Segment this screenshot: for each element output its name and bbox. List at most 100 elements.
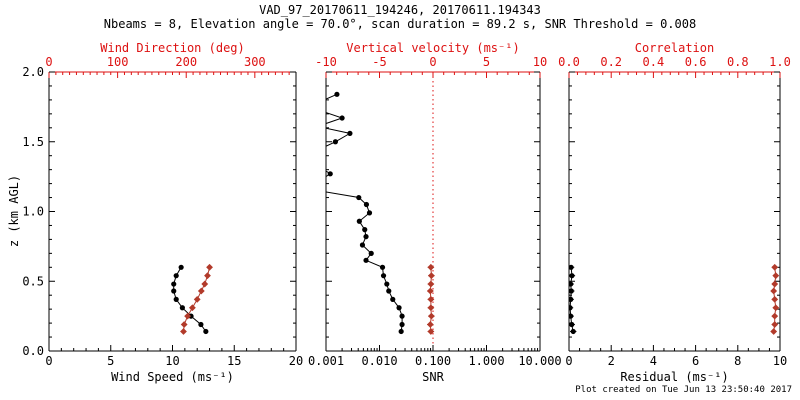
bottom-tick-label: 4	[650, 354, 657, 368]
snr-profile-point	[379, 264, 386, 270]
wind-speed-axis-title: Wind Speed (ms⁻¹)	[111, 370, 234, 384]
correlation-point	[771, 321, 779, 328]
snr-profile-point	[359, 242, 366, 248]
snr-profile-point	[339, 115, 345, 121]
vertical-velocity-point	[426, 321, 434, 328]
snr-profile-point	[380, 273, 387, 279]
series-residual	[568, 264, 577, 335]
bottom-tick-label: 0.010	[361, 354, 397, 368]
snr-profile-point	[347, 130, 353, 136]
series-vertical-velocity	[426, 263, 435, 335]
wind-speed-point	[173, 296, 179, 302]
snr-profile-point	[315, 124, 320, 129]
y-tick-label: 2.0	[22, 65, 44, 79]
top-tick-label: 200	[175, 55, 197, 69]
snr-profile-point	[363, 201, 370, 208]
bottom-tick-label: 20	[289, 354, 303, 368]
residual-point	[568, 264, 574, 270]
snr-profile-point	[312, 156, 317, 161]
bottom-tick-label: 0	[565, 354, 572, 368]
snr-profile-point	[386, 288, 392, 294]
snr-profile-point	[363, 257, 369, 263]
residual-axis-title: Residual (ms⁻¹)	[620, 370, 729, 384]
top-tick-label: 0.0	[558, 55, 580, 69]
wind-speed-point	[198, 321, 204, 328]
snr-profile-point	[315, 107, 320, 112]
residual-point	[568, 305, 573, 311]
residual-point	[569, 321, 575, 328]
y-tick-label: 0.5	[22, 274, 44, 288]
snr-profile-point	[396, 305, 402, 311]
wind-direction-axis-title: Wind Direction (deg)	[100, 41, 245, 55]
correlation-point	[770, 287, 778, 295]
vertical-velocity-point	[427, 280, 435, 288]
residual-point	[568, 296, 574, 302]
bottom-tick-label: 0.100	[415, 354, 451, 368]
snr-axis-title: SNR	[422, 370, 444, 384]
correlation-axis-title: Correlation	[634, 41, 715, 55]
top-tick-label: 1.0	[769, 55, 791, 69]
residual-point	[568, 288, 574, 294]
vertical-velocity-point	[426, 287, 434, 295]
y-tick-label: 1.0	[22, 205, 44, 219]
residual-point	[570, 328, 576, 335]
bottom-tick-label: 2	[608, 354, 615, 368]
snr-profile-point	[362, 227, 368, 233]
series-correlation	[770, 263, 780, 335]
snr-profile-point	[398, 328, 404, 335]
series-wind-direction	[180, 263, 213, 335]
snr-profile-point	[399, 313, 405, 319]
top-tick-label: 300	[244, 55, 266, 69]
bottom-tick-label: 10.000	[518, 354, 561, 368]
series-snr-profile	[312, 91, 405, 335]
bottom-tick-label: 5	[107, 354, 114, 368]
wind-direction-point	[193, 295, 201, 303]
top-tick-label: -10	[315, 55, 337, 69]
residual-point	[568, 281, 574, 287]
wind-speed-point	[178, 264, 184, 270]
snr-profile-point	[363, 234, 369, 240]
wind-direction-point	[206, 263, 213, 271]
plot-title: VAD_97_20170611_194246, 20170611.194343	[259, 3, 541, 17]
vertical-velocity-point	[427, 312, 435, 320]
snr-profile-point	[334, 91, 340, 97]
snr-profile-point	[315, 148, 320, 153]
vertical-velocity-point	[427, 328, 435, 335]
correlation-point	[771, 312, 779, 320]
plot-subtitle: Nbeams = 8, Elevation angle = 70.0°, sca…	[103, 17, 697, 31]
wind-direction-point	[188, 304, 196, 312]
top-tick-label: 0.8	[727, 55, 749, 69]
bottom-tick-label: 0.001	[308, 354, 344, 368]
bottom-tick-label: 10	[773, 354, 787, 368]
snr-profile-point	[315, 180, 320, 185]
snr-profile-point	[315, 188, 320, 193]
correlation-point	[771, 295, 779, 303]
correlation-point	[772, 304, 780, 312]
snr-profile-point	[332, 139, 339, 145]
wind-speed-point	[179, 305, 185, 311]
snr-profile-point	[315, 100, 320, 105]
bottom-tick-label: 10	[165, 354, 179, 368]
correlation-point	[772, 272, 780, 280]
wind-speed-point	[203, 328, 209, 335]
residual-point	[569, 273, 575, 279]
bottom-tick-label: 0	[45, 354, 52, 368]
wind-direction-point	[201, 280, 209, 288]
top-tick-label: 0.6	[685, 55, 707, 69]
bottom-tick-label: 6	[692, 354, 699, 368]
top-tick-label: 0	[45, 55, 52, 69]
snr-profile-point	[356, 218, 362, 224]
residual-point	[568, 313, 574, 319]
vertical-velocity-point	[427, 304, 435, 312]
wind-direction-point	[180, 321, 188, 328]
top-tick-label: 5	[483, 55, 490, 69]
snr-profile-point	[327, 171, 333, 177]
correlation-point	[771, 263, 779, 271]
wind-direction-point	[197, 287, 205, 295]
correlation-point	[771, 280, 779, 288]
wind-direction-point	[184, 312, 191, 320]
panel-residual: 0 2 4 6 8 10 0.0 0.2 0.4 0.6 0.8 1.0	[558, 55, 791, 368]
